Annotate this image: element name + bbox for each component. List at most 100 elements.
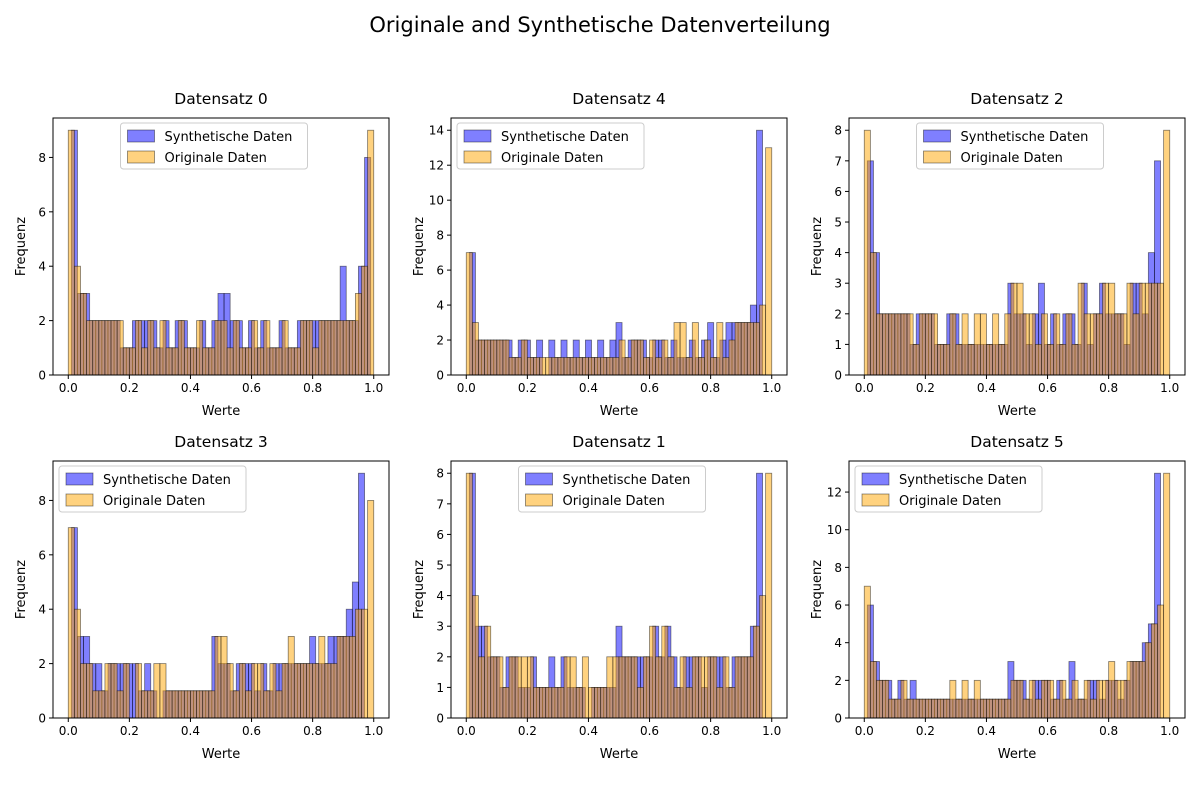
x-tick-label: 1.0 (364, 724, 383, 738)
histogram-bar (1053, 698, 1061, 719)
x-tick-label: 0.8 (1099, 381, 1118, 395)
histogram-bar (367, 129, 375, 376)
legend-swatch (861, 472, 890, 486)
histogram-bar (722, 357, 730, 376)
histogram-bar (998, 698, 1006, 719)
histogram-bar (912, 698, 920, 719)
x-tick-label: 0.2 (518, 724, 537, 738)
histogram-bar (1004, 698, 1012, 719)
histogram-bar (876, 679, 883, 719)
histogram-bar (306, 663, 314, 719)
histogram-bar (202, 690, 210, 719)
histogram-bar (557, 357, 565, 376)
y-tick-label: 5 (834, 216, 842, 230)
y-tick-label: 8 (38, 151, 46, 165)
y-tick-label: 2 (834, 674, 842, 688)
y-tick-label: 4 (834, 246, 842, 260)
histogram-bar (293, 663, 301, 719)
y-tick-label: 6 (38, 205, 46, 219)
histogram-bar (275, 690, 283, 719)
histogram-bar (135, 320, 142, 376)
histogram-bar (251, 663, 259, 719)
histogram-bar (1157, 282, 1165, 376)
histogram-bar (1022, 698, 1030, 719)
histogram-bar (502, 687, 510, 719)
legend-label: Synthetische Daten (563, 473, 691, 488)
histogram-bar (67, 527, 75, 719)
x-tick-label: 0.4 (977, 381, 996, 395)
histogram-bar (1138, 282, 1146, 376)
histogram-bar (232, 690, 240, 719)
histogram-bar (728, 339, 736, 376)
legend-label: Originale Daten (563, 494, 665, 509)
x-tick-label: 0.4 (579, 724, 598, 738)
histogram-bar (1138, 661, 1146, 719)
histogram-bar (226, 347, 234, 376)
histogram-bar (336, 320, 344, 376)
histogram-bar (336, 636, 344, 719)
legend-swatch (127, 129, 155, 143)
y-tick-label: 7 (436, 497, 444, 511)
histogram-bar (257, 663, 265, 719)
histogram-bar (973, 313, 981, 376)
histogram-bar (679, 656, 687, 719)
histogram-bar (318, 636, 326, 719)
histogram-bar (1016, 679, 1024, 719)
histogram-bar (110, 663, 118, 719)
histogram-bar (612, 656, 620, 719)
histogram-bar (245, 690, 252, 719)
histogram-bar (135, 663, 142, 719)
histogram-bar (679, 322, 687, 376)
legend-label: Synthetische Daten (165, 130, 293, 145)
histogram-bar (490, 339, 498, 376)
histogram-bar (539, 687, 547, 719)
histogram-bar (1010, 282, 1018, 376)
histogram-bar (1010, 679, 1018, 719)
legend-swatch (65, 472, 94, 486)
y-axis-label: Frequenz (14, 560, 29, 619)
histogram-bar (1157, 604, 1165, 719)
series-original (863, 472, 1171, 719)
histogram-bar (183, 347, 191, 376)
histogram-bar (545, 357, 553, 376)
histogram-bar (661, 625, 669, 719)
histogram-bar (986, 698, 993, 719)
histogram-bar (979, 698, 987, 719)
x-tick-label: 0.4 (579, 381, 598, 395)
histogram-bar (734, 322, 742, 376)
histogram-bar (318, 320, 326, 376)
histogram-bar (1126, 282, 1134, 376)
y-tick-label: 2 (38, 314, 46, 328)
axes-frame (52, 117, 390, 376)
legend-label: Originale Daten (961, 151, 1063, 166)
y-tick-label: 0 (436, 712, 444, 726)
subplot-3: 0.0 0.2 0.4 0.6 0.8 1.0 0 2 4 6 8 Datensatz 3 Werte F… (14, 433, 390, 762)
x-tick-label: 0.6 (1038, 724, 1057, 738)
histogram-bar (912, 343, 920, 376)
axes-frame (848, 117, 1186, 376)
subplot-title: Datensatz 3 (174, 433, 267, 451)
x-tick-label: 0.8 (701, 724, 720, 738)
axes-frame (450, 460, 788, 719)
y-tick-label: 0 (834, 712, 842, 726)
histogram-bar (563, 357, 571, 376)
histogram-bar (992, 698, 1000, 719)
legend-swatch (525, 493, 553, 507)
legend-label: Synthetische Daten (103, 473, 231, 488)
histogram-bar (159, 320, 167, 376)
x-tick-label: 0.2 (916, 381, 935, 395)
histogram-bar (348, 320, 356, 376)
histogram-bar (704, 339, 712, 376)
histogram-bar (728, 687, 736, 719)
x-tick-label: 0.0 (457, 724, 476, 738)
histogram-bar (465, 252, 473, 376)
axes-frame (450, 117, 788, 376)
histogram-bar (171, 347, 179, 376)
histogram-bar (263, 690, 271, 719)
histogram-bar (300, 663, 307, 719)
histogram-bar (600, 357, 608, 376)
x-tick-label: 0.2 (916, 724, 935, 738)
histogram-bar (92, 690, 100, 719)
histogram-bar (147, 320, 155, 376)
